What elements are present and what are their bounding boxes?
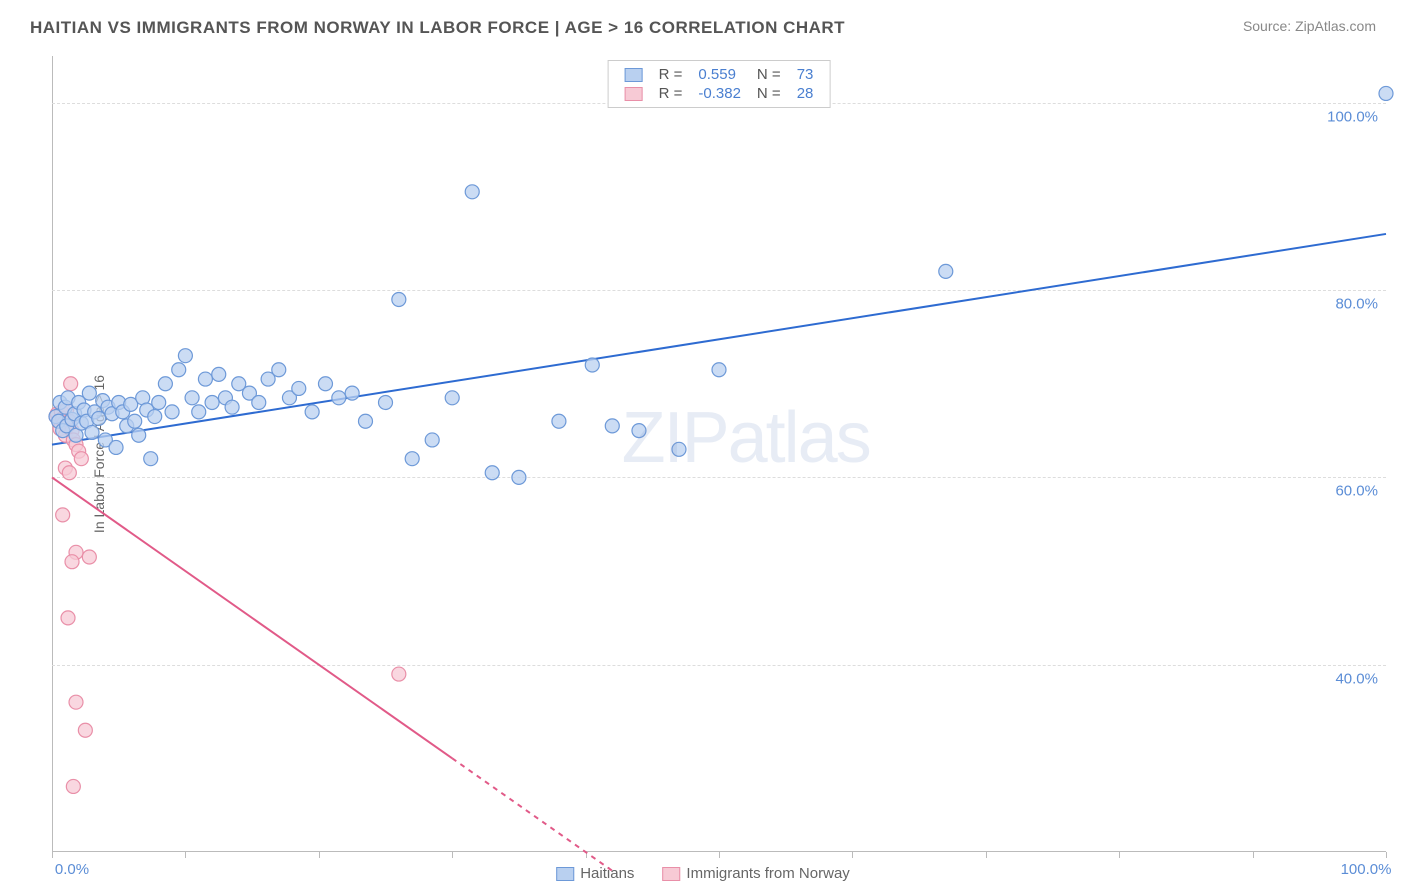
legend-row-haitians: R = 0.559 N = 73 [617,65,822,84]
x-tick [185,852,186,858]
x-tick [1253,852,1254,858]
x-tick [52,852,53,858]
series-legend: Haitians Immigrants from Norway [556,865,850,882]
legend-item-norway: Immigrants from Norway [662,865,849,882]
swatch-haitians [625,68,643,82]
x-tick-label: 0.0% [55,861,89,878]
legend-row-norway: R = -0.382 N = 28 [617,84,822,103]
x-tick [452,852,453,858]
swatch-haitians [556,867,574,881]
source-link[interactable]: ZipAtlas.com [1295,18,1376,34]
x-tick [319,852,320,858]
scatter-plot [52,56,1386,852]
x-tick-label: 100.0% [1341,861,1392,878]
chart-source: Source: ZipAtlas.com [1243,18,1376,34]
correlation-legend: R = 0.559 N = 73 R = -0.382 N = 28 [608,60,831,108]
chart-title: HAITIAN VS IMMIGRANTS FROM NORWAY IN LAB… [30,18,845,38]
x-tick [719,852,720,858]
chart-area: In Labor Force | Age > 16 ZIPatlas R = 0… [52,56,1386,852]
x-tick [1119,852,1120,858]
x-tick [1386,852,1387,858]
chart-header: HAITIAN VS IMMIGRANTS FROM NORWAY IN LAB… [0,0,1406,46]
x-tick [986,852,987,858]
legend-item-haitians: Haitians [556,865,634,882]
swatch-norway [662,867,680,881]
swatch-norway [625,87,643,101]
x-tick [852,852,853,858]
